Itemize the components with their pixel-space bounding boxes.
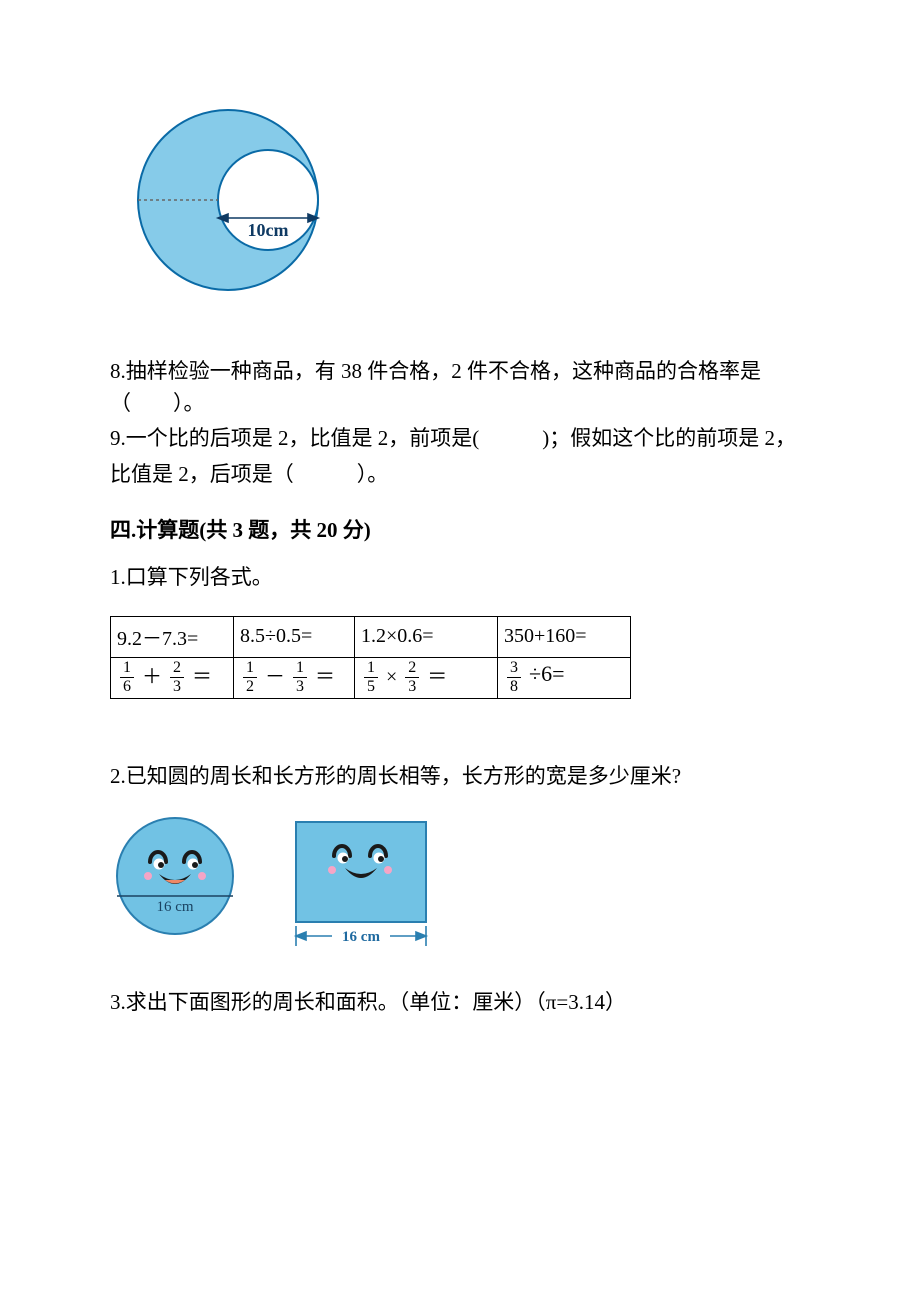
face-circle xyxy=(117,818,233,934)
section-4-q2: 2.已知圆的周长和长方形的周长相等，长方形的宽是多少厘米? xyxy=(110,761,820,793)
frac-1-6: 16 xyxy=(120,660,134,695)
circle-label: 16 cm xyxy=(156,899,193,915)
eq-2: ＝ xyxy=(315,666,335,688)
calc-row-1: 9.2－7.3= 8.5÷0.5= 1.2×0.6= 350+160= xyxy=(111,616,631,657)
question-8: 8.抽样检验一种商品，有 38 件合格，2 件不合格，这种商品的合格率是（ ）。 xyxy=(110,356,820,419)
op-plus: ＋ xyxy=(142,666,167,688)
section-4-q1: 1.口算下列各式。 xyxy=(110,562,820,594)
circle-face-svg: 16 cm xyxy=(110,814,240,944)
question-9-line2: 比值是 2，后项是（ ）。 xyxy=(110,459,820,491)
frac-1-2: 12 xyxy=(243,660,257,695)
question-9-line1: 9.一个比的后项是 2，比值是 2，前项是( )；假如这个比的前项是 2， xyxy=(110,423,820,455)
calc-table: 9.2－7.3= 8.5÷0.5= 1.2×0.6= 350+160= 16 ＋… xyxy=(110,616,631,699)
frac-2-3: 23 xyxy=(170,660,184,695)
frac-1-3: 13 xyxy=(293,660,307,695)
figure-rect-face: 16 cm xyxy=(282,814,442,959)
calc-r2c4: 38 ÷6= xyxy=(498,657,631,698)
calc-r2c3: 15 × 23 ＝ xyxy=(355,657,498,698)
frac-2-3b: 23 xyxy=(405,660,419,695)
op-times: × xyxy=(386,666,402,688)
rect-label: 16 cm xyxy=(342,929,380,945)
eq-1: ＝ xyxy=(192,666,212,688)
figure-moon: 10cm xyxy=(110,100,370,300)
figure-circle-face: 16 cm xyxy=(110,814,240,959)
rect-face-svg: 16 cm xyxy=(282,814,442,954)
frac-3-8: 38 xyxy=(507,660,521,695)
blush-right-icon xyxy=(198,872,206,880)
calc-row-2: 16 ＋ 23 ＝ 12 － 13 ＝ 15 × 23 ＝ xyxy=(111,657,631,698)
op-minus: － xyxy=(265,666,290,688)
op-div6: ÷6= xyxy=(529,661,564,686)
calc-r2c2: 12 － 13 ＝ xyxy=(234,657,355,698)
section-4-title: 四.计算题(共 3 题，共 20 分) xyxy=(110,514,820,544)
calc-r1c4: 350+160= xyxy=(498,616,631,657)
moon-svg: 10cm xyxy=(110,100,370,300)
eq-3: ＝ xyxy=(427,666,447,688)
calc-r1c2: 8.5÷0.5= xyxy=(234,616,355,657)
page: 10cm 8.抽样检验一种商品，有 38 件合格，2 件不合格，这种商品的合格率… xyxy=(0,0,920,1302)
figure-pair: 16 cm xyxy=(110,814,820,959)
rect-blush-right-icon xyxy=(384,866,392,874)
frac-1-5: 15 xyxy=(364,660,378,695)
moon-label: 10cm xyxy=(248,220,289,240)
calc-r1c3: 1.2×0.6= xyxy=(355,616,498,657)
blush-left-icon xyxy=(144,872,152,880)
calc-table-wrap: 9.2－7.3= 8.5÷0.5= 1.2×0.6= 350+160= 16 ＋… xyxy=(110,616,820,699)
section-4-q3: 3.求出下面图形的周长和面积。（单位：厘米）（π=3.14） xyxy=(110,987,820,1019)
calc-r2c1: 16 ＋ 23 ＝ xyxy=(111,657,234,698)
face-rect xyxy=(296,822,426,922)
rect-blush-left-icon xyxy=(328,866,336,874)
calc-r1c1: 9.2－7.3= xyxy=(111,616,234,657)
